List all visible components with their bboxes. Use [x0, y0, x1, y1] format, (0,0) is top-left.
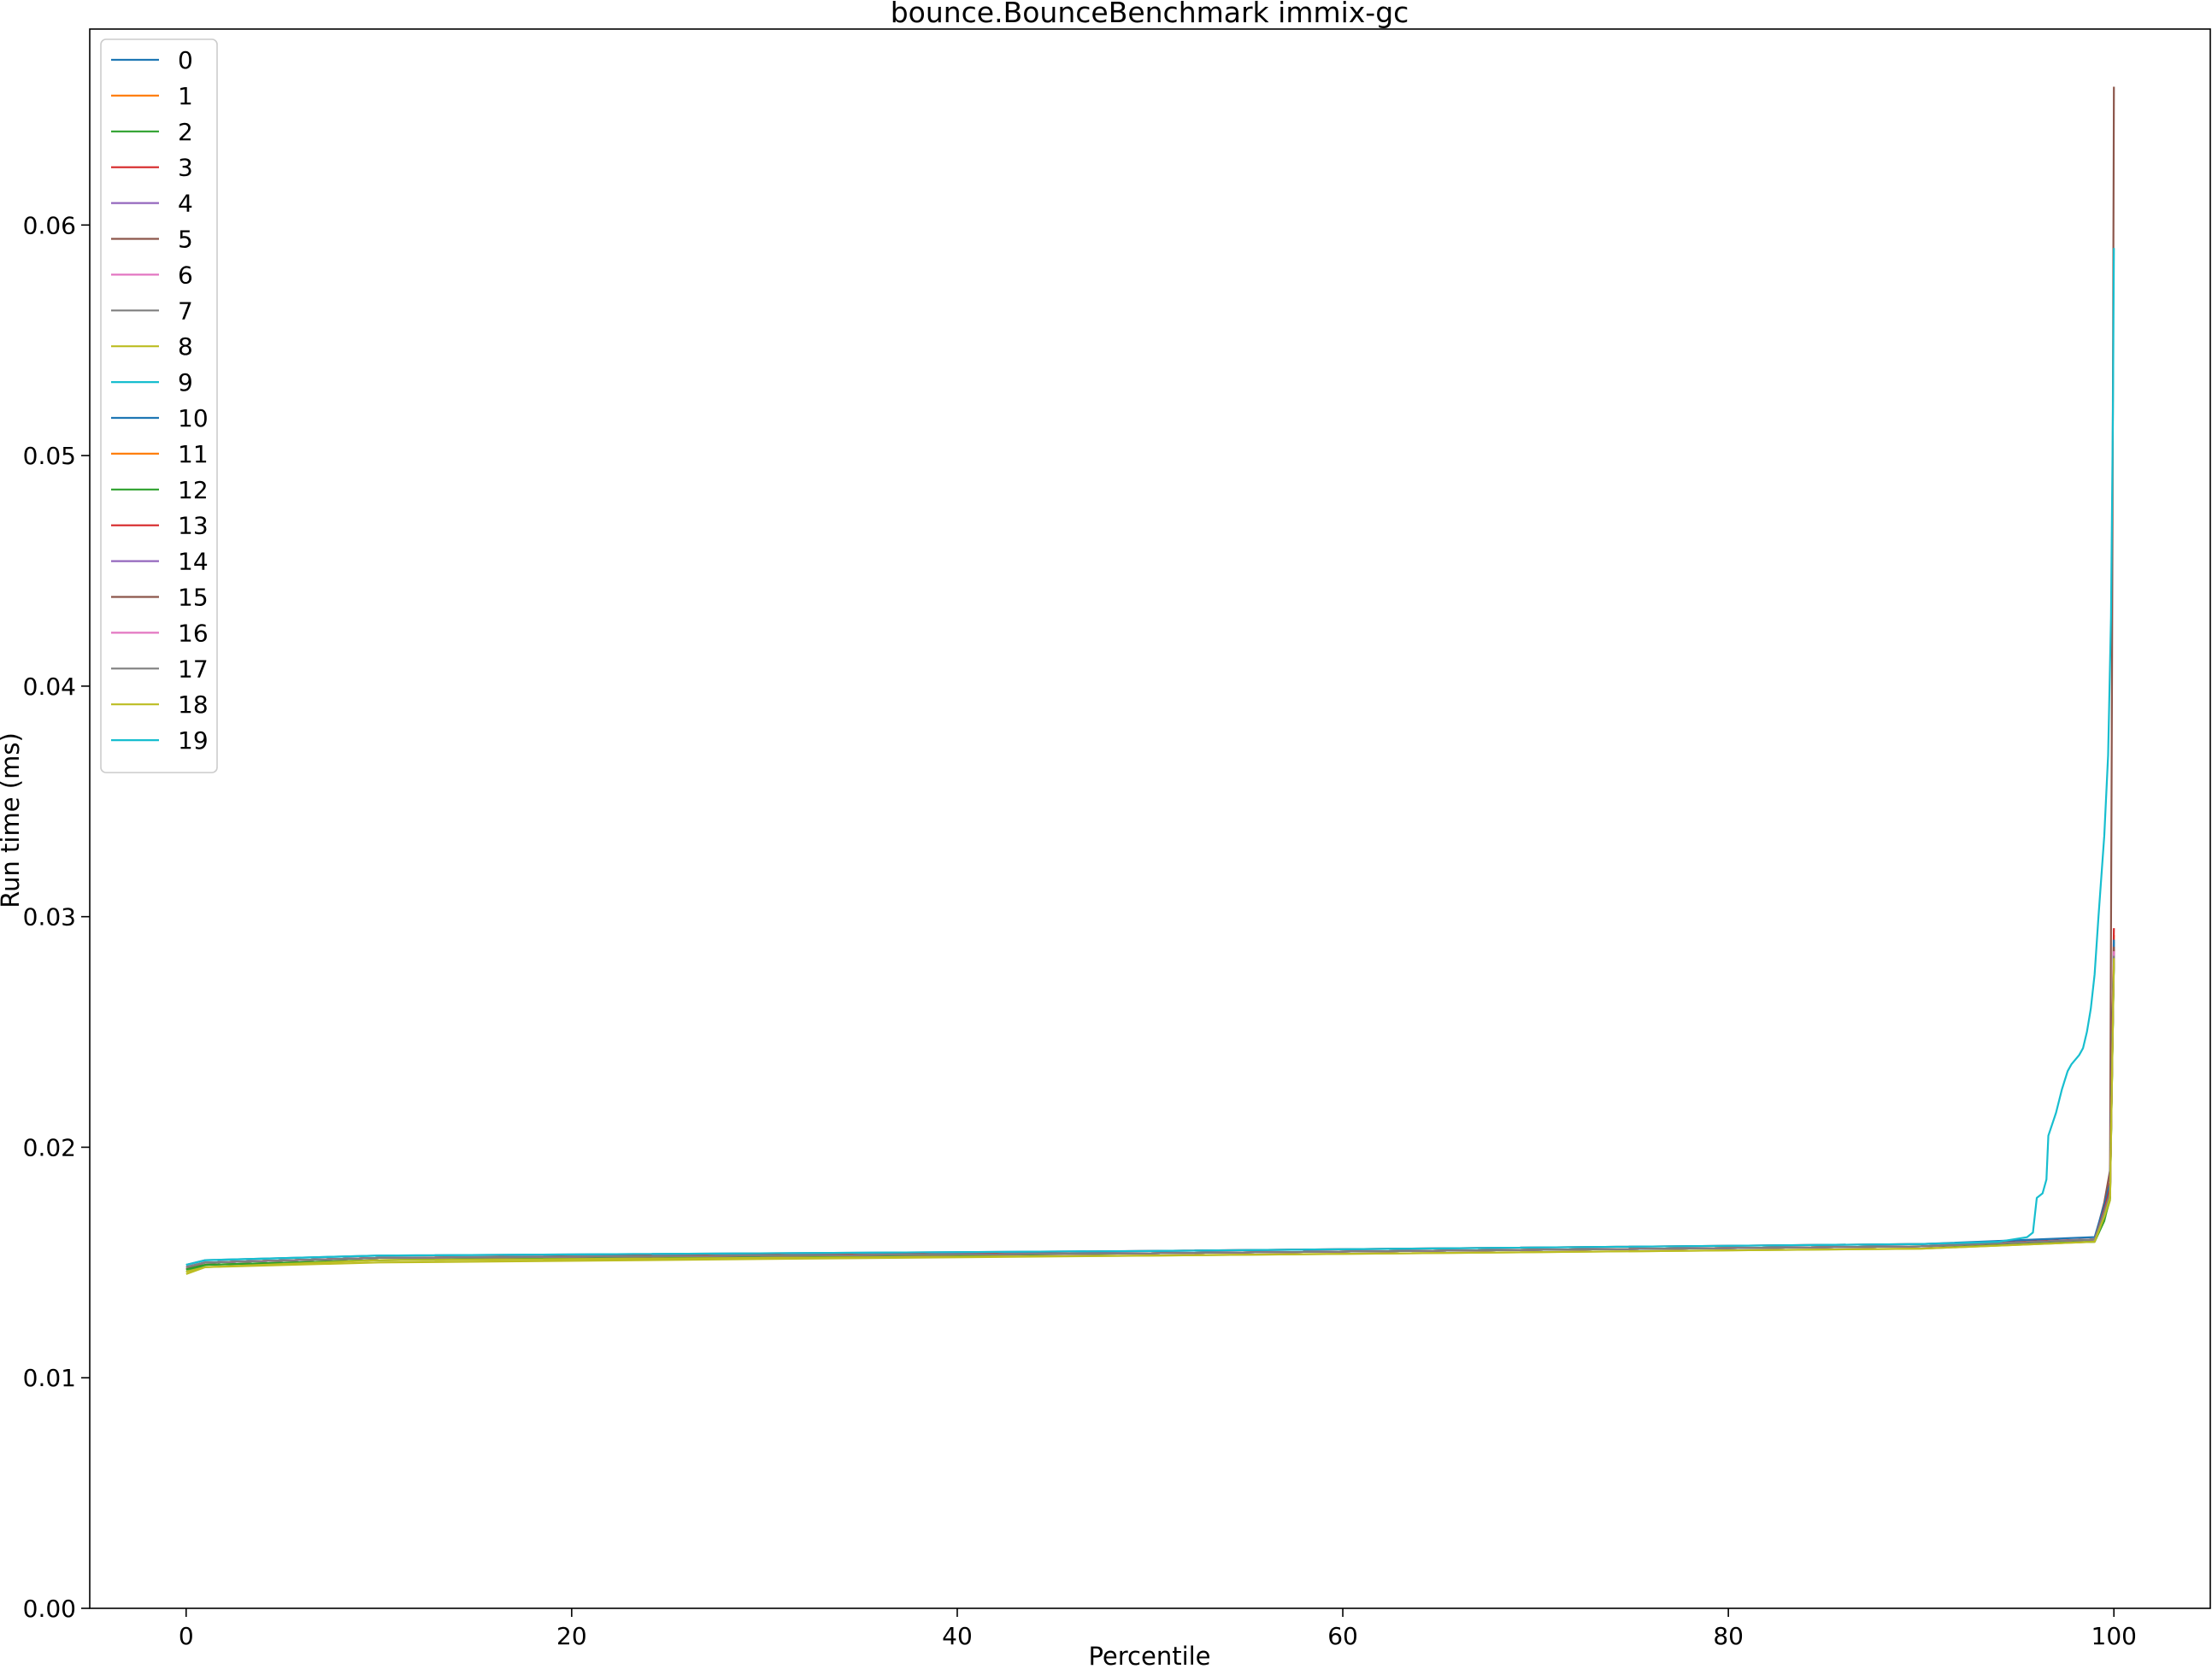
legend-label-2: 2: [178, 118, 193, 146]
legend-label-7: 7: [178, 297, 193, 325]
y-tick-label: 0.06: [23, 211, 76, 239]
x-tick-label: 20: [556, 1622, 587, 1650]
legend-label-9: 9: [178, 368, 193, 397]
legend-label-6: 6: [178, 261, 193, 289]
x-axis-label: Percentile: [1088, 1642, 1210, 1669]
legend-label-8: 8: [178, 332, 193, 361]
legend-label-11: 11: [178, 440, 209, 468]
x-tick-label: 60: [1327, 1622, 1358, 1650]
legend-label-0: 0: [178, 46, 193, 74]
x-tick-label: 80: [1713, 1622, 1744, 1650]
legend-label-15: 15: [178, 584, 209, 612]
legend-label-13: 13: [178, 512, 209, 540]
legend-label-17: 17: [178, 655, 209, 683]
legend-label-3: 3: [178, 154, 193, 182]
x-tick-label: 100: [2091, 1622, 2137, 1650]
legend-label-19: 19: [178, 726, 209, 755]
legend-label-4: 4: [178, 190, 193, 218]
legend-label-5: 5: [178, 226, 193, 254]
series-layer: [185, 86, 2115, 1275]
y-axis-label: Run time (ms): [0, 732, 25, 908]
series-line-17: [185, 955, 2115, 1268]
y-tick-label: 0.04: [23, 673, 76, 701]
legend-label-10: 10: [178, 404, 209, 432]
legend-label-18: 18: [178, 691, 209, 719]
legend-label-1: 1: [178, 82, 193, 110]
y-tick-label: 0.00: [23, 1595, 76, 1623]
y-tick-label: 0.03: [23, 903, 76, 931]
x-tick-label: 0: [179, 1622, 194, 1650]
legend-label-16: 16: [178, 619, 209, 647]
legend-label-14: 14: [178, 548, 209, 576]
y-tick-label: 0.02: [23, 1133, 76, 1161]
series-line-19: [185, 248, 2115, 1266]
chart-title: bounce.BounceBenchmark immix-gc: [891, 0, 1409, 29]
legend-box: [100, 38, 218, 773]
plot-frame: [89, 28, 2211, 1609]
legend-label-12: 12: [178, 476, 209, 504]
series-line-18: [185, 958, 2115, 1273]
y-tick-label: 0.01: [23, 1364, 76, 1392]
x-tick-label: 40: [942, 1622, 973, 1650]
y-tick-label: 0.05: [23, 442, 76, 470]
